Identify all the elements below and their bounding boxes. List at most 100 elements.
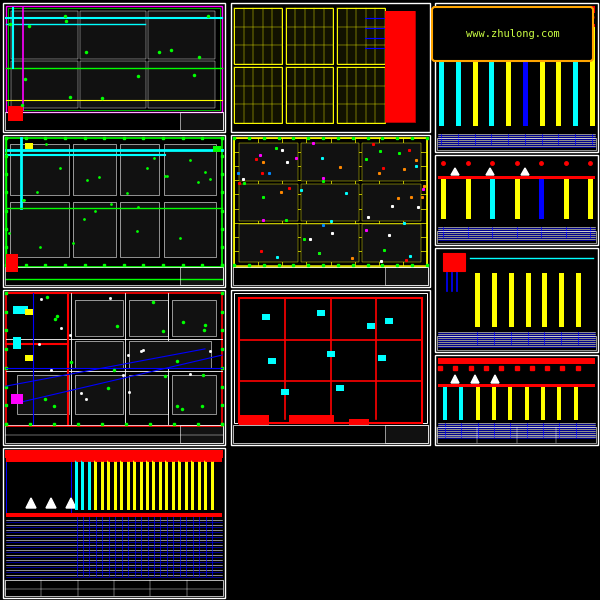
Bar <box>556 25 562 126</box>
Bar <box>362 224 421 262</box>
Bar <box>185 460 188 510</box>
Bar <box>17 375 68 414</box>
Bar <box>133 460 136 510</box>
Bar <box>438 358 595 364</box>
Bar <box>437 336 596 350</box>
FancyBboxPatch shape <box>432 7 593 61</box>
Bar <box>234 67 281 123</box>
Bar <box>574 385 578 420</box>
Bar <box>13 337 21 349</box>
Bar <box>286 67 334 123</box>
Bar <box>75 375 122 414</box>
Bar <box>233 425 428 443</box>
Bar <box>563 177 569 219</box>
Bar <box>466 177 470 219</box>
Bar <box>362 184 421 221</box>
Bar <box>140 460 143 510</box>
Bar <box>573 25 578 126</box>
Bar <box>180 425 223 443</box>
Bar <box>524 385 529 420</box>
Bar <box>121 145 160 195</box>
Bar <box>286 8 334 64</box>
Bar <box>148 11 215 58</box>
Bar <box>197 460 200 510</box>
Bar <box>231 135 430 287</box>
Bar <box>559 273 564 278</box>
Bar <box>180 267 223 285</box>
Bar <box>148 61 215 108</box>
Bar <box>3 290 225 445</box>
Bar <box>492 385 496 420</box>
Bar <box>281 389 289 395</box>
Bar <box>435 355 598 445</box>
Bar <box>362 224 421 262</box>
Bar <box>121 145 160 195</box>
Bar <box>438 176 595 179</box>
Bar <box>159 460 162 510</box>
Bar <box>435 3 598 152</box>
Bar <box>11 11 77 58</box>
Bar <box>234 8 281 64</box>
Bar <box>17 375 68 414</box>
Bar <box>80 61 146 108</box>
Bar <box>6 458 71 513</box>
Bar <box>576 278 581 327</box>
Bar <box>73 202 116 257</box>
Bar <box>6 513 222 517</box>
Bar <box>443 253 465 271</box>
Bar <box>456 25 461 126</box>
Bar <box>443 385 447 420</box>
Polygon shape <box>471 375 479 383</box>
Bar <box>80 11 146 58</box>
Bar <box>129 299 168 336</box>
Bar <box>6 6 222 112</box>
Bar <box>539 25 545 126</box>
Bar <box>239 298 422 423</box>
Bar <box>289 415 334 423</box>
Bar <box>385 267 428 285</box>
Bar <box>559 278 564 327</box>
Bar <box>180 425 223 443</box>
Bar <box>164 202 215 257</box>
Bar <box>542 273 547 278</box>
Bar <box>492 273 497 278</box>
Bar <box>385 425 428 443</box>
Bar <box>438 6 595 13</box>
Bar <box>378 355 386 361</box>
Bar <box>73 145 116 195</box>
Bar <box>164 202 215 257</box>
Bar <box>73 145 116 195</box>
Bar <box>80 11 146 58</box>
Bar <box>75 341 122 368</box>
Bar <box>11 11 77 58</box>
Bar <box>443 253 465 271</box>
Bar <box>437 231 596 243</box>
Bar <box>588 177 593 219</box>
Bar <box>490 25 494 126</box>
Bar <box>509 273 514 278</box>
Polygon shape <box>46 498 56 508</box>
Bar <box>385 11 415 122</box>
Bar <box>73 202 116 257</box>
Bar <box>114 460 117 510</box>
Bar <box>337 8 385 64</box>
Bar <box>362 143 421 181</box>
Bar <box>385 11 415 122</box>
Bar <box>88 460 91 510</box>
Bar <box>231 290 430 445</box>
Bar <box>435 155 598 245</box>
Bar <box>541 385 545 420</box>
Bar <box>523 25 528 126</box>
Bar <box>8 106 23 121</box>
Bar <box>437 427 596 443</box>
Bar <box>180 112 223 130</box>
Bar <box>11 61 77 108</box>
Bar <box>25 355 33 361</box>
Bar <box>576 273 581 278</box>
Bar <box>75 299 122 336</box>
Bar <box>164 145 215 195</box>
Bar <box>120 460 123 510</box>
Bar <box>129 375 168 414</box>
Bar <box>349 419 369 425</box>
Bar <box>286 8 334 64</box>
